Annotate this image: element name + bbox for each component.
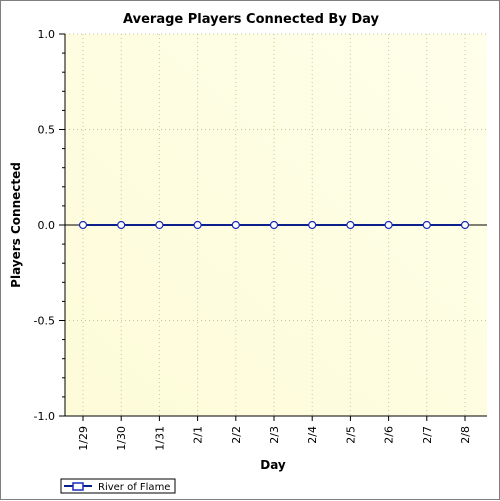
data-point-marker xyxy=(193,220,202,230)
data-point-marker xyxy=(117,220,126,230)
legend-swatch-marker xyxy=(72,482,84,491)
y-axis-label: Players Connected xyxy=(9,162,23,288)
data-point-marker xyxy=(308,220,317,230)
x-tick-label: 2/8 xyxy=(459,426,472,444)
y-tick-label: 1.0 xyxy=(38,28,56,41)
data-point-marker xyxy=(269,220,279,230)
data-point-marker xyxy=(155,220,164,230)
x-tick-label: 2/7 xyxy=(421,426,434,444)
legend-box xyxy=(60,478,176,494)
x-tick-label: 2/6 xyxy=(383,426,396,444)
y-axis-ticks: 1.0 0.5 0.0 -0.5 -1.0 xyxy=(34,28,65,423)
x-tick-label: 1/30 xyxy=(115,426,128,451)
chart-title: Average Players Connected By Day xyxy=(123,12,379,27)
data-point-marker xyxy=(231,220,240,230)
series-river-of-flame xyxy=(78,220,470,230)
x-tick-label: 2/2 xyxy=(230,426,243,444)
data-point-marker xyxy=(346,220,355,230)
legend-label: River of Flame xyxy=(98,482,170,493)
data-point-marker xyxy=(460,220,470,230)
x-tick-label: 1/31 xyxy=(153,426,166,451)
x-tick-label: 1/29 xyxy=(77,426,90,451)
y-tick-label: -1.0 xyxy=(34,410,55,423)
x-axis-label: Day xyxy=(260,458,286,472)
data-point-marker xyxy=(384,220,393,230)
y-tick-label: -0.5 xyxy=(34,315,55,328)
y-tick-label: 0.5 xyxy=(38,124,56,137)
legend: River of Flame xyxy=(60,478,176,494)
x-tick-label: 2/5 xyxy=(344,426,357,444)
x-tick-label: 2/1 xyxy=(192,426,205,444)
x-tick-label: 2/4 xyxy=(306,426,319,444)
data-point-marker xyxy=(422,220,431,230)
x-axis-ticks: 1/29 1/30 1/31 2/1 2/2 2/3 2/4 2/5 2/6 2/7 2/8 xyxy=(77,416,472,451)
y-tick-label: 0.0 xyxy=(38,219,56,232)
data-point-marker xyxy=(78,220,88,230)
x-tick-label: 2/3 xyxy=(268,426,281,444)
